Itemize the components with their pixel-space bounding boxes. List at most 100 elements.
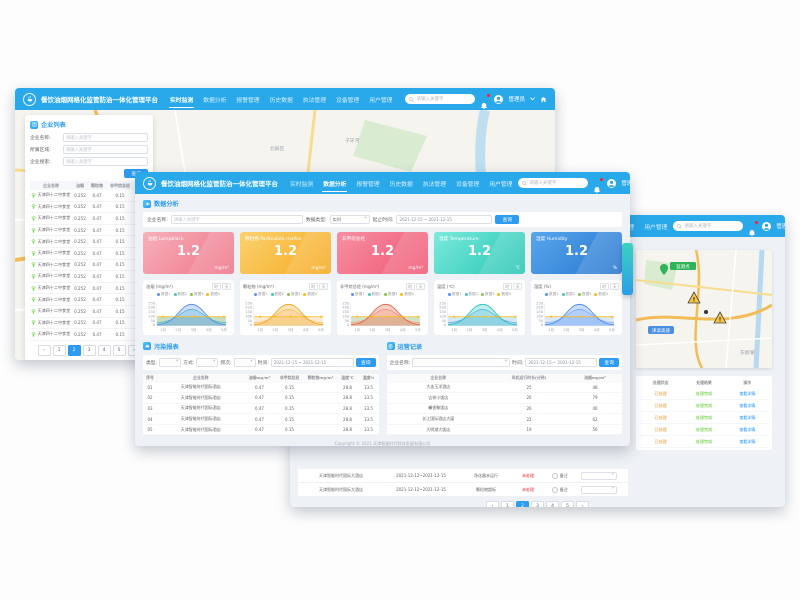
legend-item[interactable]: 数据3: [384, 292, 397, 297]
global-search-input[interactable]: 请输入关键字: [405, 94, 476, 104]
toggle-day[interactable]: 天: [319, 283, 328, 290]
view-detail-link[interactable]: 查看详情: [739, 390, 756, 396]
table-row[interactable]: 天津四十二中食堂 0.252 0.47 0.15: [30, 260, 148, 272]
nav-item[interactable]: 数据分析: [322, 174, 348, 192]
table-row[interactable]: 天津四十二中食堂 0.252 0.47 0.15: [30, 236, 148, 248]
query-button[interactable]: 查询: [495, 215, 520, 224]
table-row[interactable]: 天津四十二中食堂 0.252 0.47 0.15: [30, 294, 148, 306]
global-search-input[interactable]: 请输入关键字: [673, 221, 744, 231]
table-row[interactable]: 天津四十二中食堂 0.252 0.47 0.15: [30, 283, 148, 295]
notification-bell-icon[interactable]: [593, 177, 604, 193]
nav-item[interactable]: 实时监测: [290, 182, 314, 188]
global-search-input[interactable]: 请输入关键字: [518, 178, 589, 188]
user-avatar[interactable]: [494, 94, 504, 104]
legend-item[interactable]: 数据4: [497, 292, 511, 297]
user-name[interactable]: 管理员: [508, 97, 525, 103]
legend-item[interactable]: 数据2: [173, 292, 187, 297]
data-type-select[interactable]: 实时 ▾: [329, 215, 370, 224]
table-row[interactable]: 天津四十二中食堂 0.252 0.47 0.15: [30, 202, 148, 214]
nav-item[interactable]: 历史数据: [389, 182, 413, 188]
user-avatar[interactable]: [607, 178, 617, 188]
toggle-hour[interactable]: 时: [308, 283, 318, 290]
company-select[interactable]: ▾: [412, 357, 511, 367]
company-search-input[interactable]: [170, 215, 303, 224]
page-button[interactable]: 1: [501, 501, 514, 507]
nav-item[interactable]: 设备管理: [336, 98, 360, 104]
user-name[interactable]: 管理员: [621, 181, 630, 187]
legend-item[interactable]: 数据2: [561, 292, 575, 297]
nav-item[interactable]: 数据分析: [203, 98, 227, 104]
toggle-hour[interactable]: 时: [211, 283, 221, 290]
date-range-input[interactable]: 2021-12-15 ~ 2021-12-15: [525, 357, 598, 367]
page-button[interactable]: ‹: [37, 344, 51, 356]
legend-item[interactable]: 数据4: [400, 292, 414, 297]
legend-item[interactable]: 数据2: [464, 292, 478, 297]
page-button[interactable]: 2: [516, 501, 529, 507]
legend-item[interactable]: 数据3: [287, 292, 300, 297]
legend-item[interactable]: 数据1: [545, 292, 559, 297]
chevron-down-icon[interactable]: [530, 97, 535, 101]
view-detail-link[interactable]: 查看详情: [739, 414, 756, 420]
legend-item[interactable]: 数据1: [254, 292, 268, 297]
legend-item[interactable]: 数据4: [594, 292, 608, 297]
view-detail-link[interactable]: 查看详情: [739, 402, 756, 408]
query-button[interactable]: 查询: [599, 357, 619, 367]
legend-item[interactable]: 数据3: [190, 292, 203, 297]
legend-item[interactable]: 数据2: [367, 292, 381, 297]
table-row[interactable]: 馨香聚饭店 26 40: [386, 404, 622, 415]
monitor-pin-icon[interactable]: 监测点: [660, 262, 696, 275]
table-row[interactable]: 大连玉洋酒店 25 48: [386, 383, 622, 394]
table-row[interactable]: 天津四十二中食堂 0.252 0.47 0.15: [30, 190, 148, 202]
user-avatar[interactable]: [762, 221, 772, 231]
page-button[interactable]: 4: [97, 344, 111, 356]
table-row[interactable]: 天津四十二中食堂 0.252 0.47 0.15: [30, 248, 148, 260]
view-detail-link[interactable]: 查看详情: [739, 438, 756, 444]
nav-item[interactable]: 执法管理: [422, 182, 447, 188]
nav-item[interactable]: 用户管理: [489, 182, 513, 188]
notification-bell-icon[interactable]: [480, 93, 491, 109]
legend-item[interactable]: 数据4: [303, 292, 317, 297]
table-row[interactable]: 01 天津智能时代国际酒店 0.47 0.15 28.8 33.5: [143, 383, 379, 394]
remark-radio[interactable]: 备注: [542, 486, 578, 493]
map-canvas[interactable]: 监测点 ! ! 津滨高速 东丽湖: [636, 250, 772, 368]
table-row[interactable]: 大明湖大饭店 19 56: [386, 425, 622, 436]
legend-item[interactable]: 数据4: [206, 292, 220, 297]
text-field[interactable]: [63, 157, 148, 166]
view-detail-link[interactable]: 查看详情: [739, 426, 756, 432]
warning-marker-icon[interactable]: !: [713, 311, 727, 324]
legend-item[interactable]: 数据1: [448, 292, 462, 297]
mode-select[interactable]: ▾: [196, 357, 219, 367]
table-row[interactable]: 天津四十二中食堂 0.252 0.47 0.15: [30, 225, 148, 237]
page-button[interactable]: 1: [52, 344, 66, 356]
query-button[interactable]: 查询: [355, 357, 376, 367]
collapsed-panel-tab[interactable]: [622, 243, 633, 295]
page-button[interactable]: 5: [561, 501, 574, 507]
table-row[interactable]: 天津四十二中食堂 0.252 0.47 0.15: [30, 306, 148, 318]
table-row[interactable]: 天津四十二中食堂 0.252 0.47 0.15: [30, 318, 148, 330]
table-row[interactable]: 天津四十二中食堂 0.252 0.47 0.15: [30, 329, 148, 341]
action-select[interactable]: ▾: [581, 485, 617, 494]
legend-item[interactable]: 数据1: [157, 292, 171, 297]
toggle-hour[interactable]: 时: [405, 283, 415, 290]
toggle-day[interactable]: 天: [416, 283, 425, 290]
toggle-day[interactable]: 天: [222, 283, 231, 290]
text-field[interactable]: [63, 133, 148, 142]
table-row[interactable]: 02 天津智能时代国际酒店 0.47 0.15 28.8 33.5: [143, 393, 379, 404]
table-row[interactable]: 03 天津智能时代国际酒店 0.47 0.15 28.8 33.5: [143, 404, 379, 415]
page-button[interactable]: 3: [82, 344, 96, 356]
page-button[interactable]: 3: [531, 501, 544, 507]
table-row[interactable]: 天津四十二中食堂 0.252 0.47 0.15: [30, 271, 148, 283]
page-button[interactable]: 4: [546, 501, 559, 507]
notification-bell-icon[interactable]: [748, 220, 759, 236]
remark-radio[interactable]: 备注: [542, 472, 578, 479]
action-select[interactable]: ▾: [581, 471, 617, 480]
table-row[interactable]: 长江国际酒店大厦 22 62: [386, 414, 622, 425]
date-range-input[interactable]: 2021-12-15 ~ 2021-12-15: [270, 357, 354, 367]
nav-item[interactable]: 报警管理: [356, 182, 380, 188]
nav-item[interactable]: 历史数据: [269, 98, 293, 104]
frequency-select[interactable]: ▾: [233, 357, 256, 367]
date-range-input[interactable]: 2021-12-15 ~ 2021-12-15: [396, 215, 493, 224]
nav-item[interactable]: 用户管理: [369, 98, 393, 104]
home-icon[interactable]: [540, 96, 547, 103]
nav-item[interactable]: 执法管理: [302, 98, 327, 104]
